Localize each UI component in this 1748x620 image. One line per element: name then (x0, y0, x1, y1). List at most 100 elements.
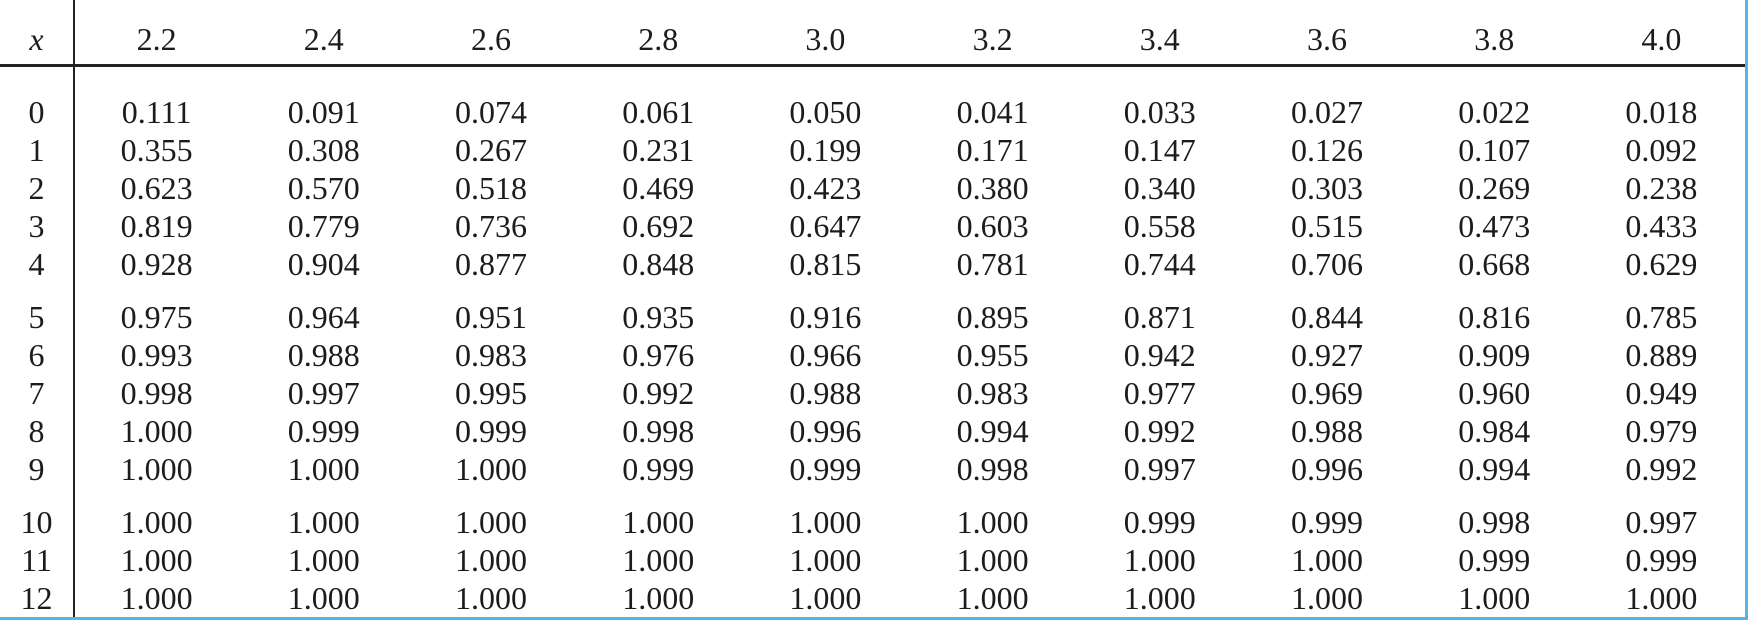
column-header: 3.8 (1474, 21, 1515, 57)
probability-cell: 0.623 (120, 170, 193, 206)
probability-cell: 0.984 (1458, 413, 1531, 449)
probability-cell: 0.999 (789, 451, 862, 487)
probability-cell: 0.999 (1458, 542, 1531, 578)
probability-cell: 0.889 (1625, 337, 1698, 373)
probability-cell: 0.091 (287, 94, 360, 130)
probability-cell: 0.074 (454, 94, 527, 130)
probability-cell: 0.949 (1625, 375, 1698, 411)
column-header: 2.6 (470, 21, 511, 57)
column-header: 3.0 (805, 21, 846, 57)
probability-cell: 1.000 (622, 542, 695, 578)
probability-cell: 0.951 (454, 299, 527, 335)
probability-cell: 0.994 (956, 413, 1029, 449)
corner-label-x: x (29, 21, 44, 57)
probability-cell: 0.992 (622, 375, 695, 411)
probability-cell: 0.050 (789, 94, 862, 130)
probability-cell: 0.647 (789, 208, 862, 244)
probability-cell: 0.895 (956, 299, 1029, 335)
table-row: 9 1.000 1.000 1.000 0.999 0.999 0.998 0.997 0.99… (0, 450, 1745, 488)
probability-cell: 0.877 (454, 246, 527, 282)
probability-cell: 1.000 (1290, 580, 1363, 616)
probability-cell: 0.997 (1123, 451, 1196, 487)
probability-cell: 0.979 (1625, 413, 1698, 449)
probability-cell: 0.518 (454, 170, 527, 206)
row-group: 0 0.111 0.091 0.074 0.061 0.050 0.041 0.033 0.02… (0, 93, 1745, 283)
probability-cell: 0.692 (622, 208, 695, 244)
probability-cell: 0.092 (1625, 132, 1698, 168)
table-row: 2 0.623 0.570 0.518 0.469 0.423 0.380 0.340 0.30… (0, 169, 1745, 207)
row-label-x: 8 (28, 413, 45, 449)
row-label-x: 11 (21, 542, 52, 578)
table-body: 0 0.111 0.091 0.074 0.061 0.050 0.041 0.033 0.02… (0, 67, 1745, 617)
table-row: 7 0.998 0.997 0.995 0.992 0.988 0.983 0.977 0.96… (0, 374, 1745, 412)
probability-cell: 0.018 (1625, 94, 1698, 130)
probability-cell: 0.996 (1290, 451, 1363, 487)
probability-cell: 1.000 (1123, 580, 1196, 616)
row-label-x: 0 (28, 94, 45, 130)
probability-cell: 1.000 (454, 504, 527, 540)
probability-cell: 0.996 (789, 413, 862, 449)
probability-cell: 0.997 (1625, 504, 1698, 540)
probability-cell: 0.969 (1290, 375, 1363, 411)
probability-cell: 0.781 (956, 246, 1029, 282)
probability-cell: 0.983 (956, 375, 1029, 411)
probability-cell: 1.000 (120, 413, 193, 449)
table-row: 6 0.993 0.988 0.983 0.976 0.966 0.955 0.942 0.92… (0, 336, 1745, 374)
probability-cell: 1.000 (287, 542, 360, 578)
probability-cell: 0.998 (956, 451, 1029, 487)
probability-cell: 0.928 (120, 246, 193, 282)
row-label-x: 2 (28, 170, 45, 206)
probability-cell: 0.942 (1123, 337, 1196, 373)
probability-cell: 1.000 (454, 542, 527, 578)
probability-cell: 1.000 (622, 504, 695, 540)
table-row: 4 0.928 0.904 0.877 0.848 0.815 0.781 0.744 0.70… (0, 245, 1745, 283)
probability-cell: 0.423 (789, 170, 862, 206)
probability-cell: 0.916 (789, 299, 862, 335)
probability-cell: 0.744 (1123, 246, 1196, 282)
probability-cell: 0.999 (1123, 504, 1196, 540)
probability-cell: 0.147 (1123, 132, 1196, 168)
probability-cell: 0.558 (1123, 208, 1196, 244)
table-row: 1 0.355 0.308 0.267 0.231 0.199 0.171 0.147 0.12… (0, 131, 1745, 169)
probability-cell: 0.993 (120, 337, 193, 373)
probability-cell: 1.000 (287, 504, 360, 540)
probability-cell: 0.111 (121, 94, 192, 130)
header-underline-rule (0, 64, 1745, 67)
probability-cell: 0.380 (956, 170, 1029, 206)
probability-cell: 1.000 (1290, 542, 1363, 578)
column-header: 3.6 (1306, 21, 1347, 57)
probability-cell: 0.355 (120, 132, 193, 168)
column-header: 4.0 (1641, 21, 1682, 57)
probability-cell: 0.779 (287, 208, 360, 244)
probability-cell: 0.848 (622, 246, 695, 282)
probability-cell: 0.819 (120, 208, 193, 244)
probability-cell: 0.992 (1123, 413, 1196, 449)
probability-cell: 0.570 (287, 170, 360, 206)
table-row: 0 0.111 0.091 0.074 0.061 0.050 0.041 0.033 0.02… (0, 93, 1745, 131)
column-header: 2.8 (638, 21, 679, 57)
probability-cell: 0.231 (622, 132, 695, 168)
table-row: 5 0.975 0.964 0.951 0.935 0.916 0.895 0.871 0.84… (0, 298, 1745, 336)
probability-cell: 1.000 (789, 542, 862, 578)
probability-cell: 0.988 (287, 337, 360, 373)
probability-cell: 0.199 (789, 132, 862, 168)
probability-cell: 0.871 (1123, 299, 1196, 335)
probability-cell: 0.844 (1290, 299, 1363, 335)
probability-cell: 0.473 (1458, 208, 1531, 244)
probability-cell: 0.308 (287, 132, 360, 168)
probability-cell: 0.966 (789, 337, 862, 373)
probability-cell: 1.000 (1123, 542, 1196, 578)
table-row: 10 1.000 1.000 1.000 1.000 1.000 1.000 0.999 0.9… (0, 503, 1745, 541)
probability-cell: 0.988 (1290, 413, 1363, 449)
row-label-x: 6 (28, 337, 45, 373)
table-row: 12 1.000 1.000 1.000 1.000 1.000 1.000 1.000 1.0… (0, 579, 1745, 617)
probability-cell: 1.000 (120, 504, 193, 540)
probability-cell: 0.815 (789, 246, 862, 282)
probability-cell: 0.964 (287, 299, 360, 335)
probability-cell: 0.999 (287, 413, 360, 449)
probability-cell: 0.998 (622, 413, 695, 449)
column-header: 2.2 (136, 21, 177, 57)
row-label-x: 3 (28, 208, 45, 244)
probability-cell: 0.988 (789, 375, 862, 411)
